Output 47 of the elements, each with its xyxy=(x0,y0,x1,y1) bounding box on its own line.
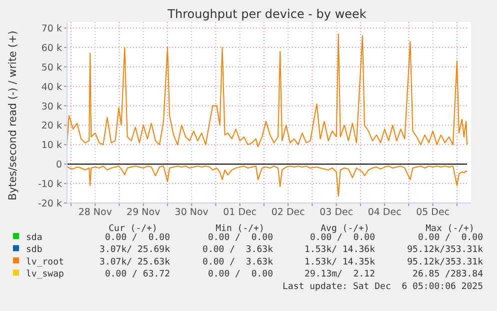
y-tick-label: -10 k xyxy=(38,179,62,190)
text: 95.12k/353.31k xyxy=(407,245,484,256)
x-tick-label: 28 Nov xyxy=(78,207,112,218)
text: 0.00 / 0.00 xyxy=(208,233,273,243)
legend-label: sdb xyxy=(26,245,42,256)
x-tick-label: 01 Dec xyxy=(223,207,257,218)
line-series xyxy=(66,33,468,148)
legend-label: lv_root xyxy=(26,257,64,268)
y-tick-label: 30 k xyxy=(41,101,62,112)
line-series xyxy=(66,166,468,197)
x-tick-label: 05 Dec xyxy=(416,207,450,218)
text: 3.07k/ 25.63k xyxy=(100,257,171,268)
y-tick-label: 0 xyxy=(56,160,62,171)
text: Cur (-/+) xyxy=(108,224,158,234)
text: 1.53k/ 14.36k xyxy=(304,245,376,256)
y-tick-label: 40 k xyxy=(41,82,62,93)
legend-label: lv_swap xyxy=(26,270,64,280)
text: 0.00 / 0.00 xyxy=(418,233,483,243)
text: 0.00 / 3.63k xyxy=(202,257,274,268)
chart-title: Throughput per device - by week xyxy=(166,7,366,21)
legend-label: sda xyxy=(26,233,42,243)
x-tick-label: 29 Nov xyxy=(126,207,161,218)
text: 0.00 / 3.63k xyxy=(202,245,274,256)
text: 26.85 /283.84 xyxy=(412,270,483,280)
y-tick-label: 50 k xyxy=(41,62,62,74)
y-tick-label: 20 k xyxy=(41,120,62,132)
text: 95.12k/353.31k xyxy=(407,257,484,268)
y-tick-label: 60 k xyxy=(41,42,62,54)
text: 0.00 / 0.00 xyxy=(208,270,273,280)
x-tick-label: 02 Dec xyxy=(271,207,305,218)
text: 0.00 / 0.00 xyxy=(104,233,170,243)
x-tick-label: 04 Dec xyxy=(368,207,402,218)
text: 0.00 / 0.00 xyxy=(310,233,375,243)
y-tick-label: 10 k xyxy=(41,140,62,152)
text: 1.53k/ 14.35k xyxy=(304,257,376,268)
text: Avg (-/+) xyxy=(320,224,370,234)
text: 29.13m/ 2.12 xyxy=(304,270,375,280)
x-tick-label: 30 Nov xyxy=(174,207,209,218)
text: 0.00 / 63.72 xyxy=(104,270,170,280)
text: Last update: Sat Dec 6 05:00:06 2025 xyxy=(282,282,483,292)
y-tick-label: 70 k xyxy=(41,24,62,34)
text: 3.07k/ 25.69k xyxy=(100,245,171,256)
y-axis-title: Bytes/second read (-) / write (+) xyxy=(7,30,19,200)
text: Min (-/+) xyxy=(216,224,264,234)
y-tick-label: -20 k xyxy=(38,198,62,210)
x-tick-label: 03 Dec xyxy=(320,207,354,218)
text: Max (-/+) xyxy=(426,224,474,234)
